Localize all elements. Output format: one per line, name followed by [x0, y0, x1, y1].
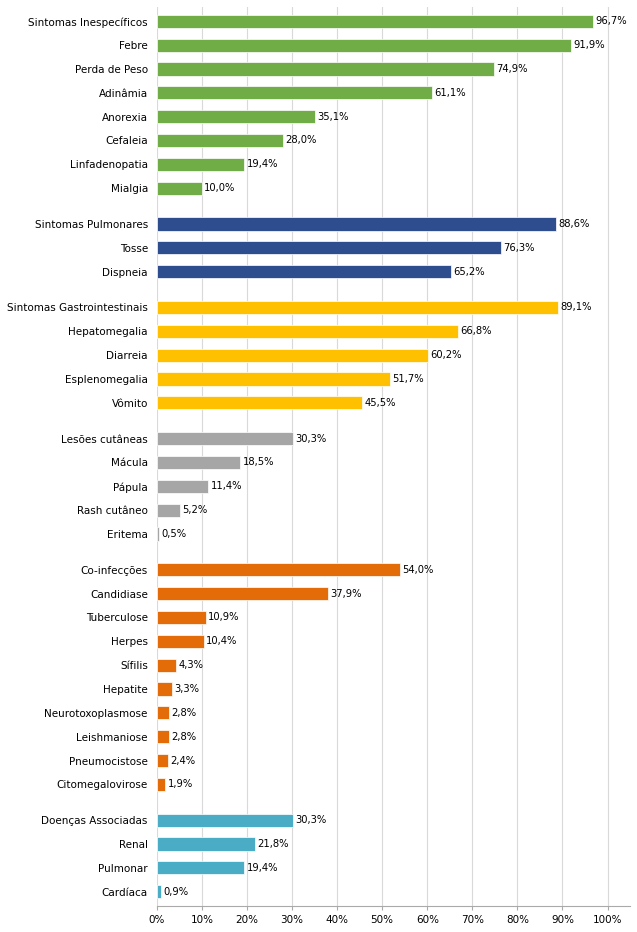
- Bar: [157, 182, 202, 195]
- Bar: [157, 659, 176, 672]
- Bar: [157, 38, 571, 51]
- Text: 65,2%: 65,2%: [453, 267, 485, 277]
- Bar: [157, 432, 294, 445]
- Bar: [157, 87, 433, 100]
- Bar: [157, 480, 208, 493]
- Text: 5,2%: 5,2%: [183, 505, 208, 515]
- Text: 91,9%: 91,9%: [573, 40, 605, 50]
- Bar: [157, 456, 240, 469]
- Bar: [157, 134, 283, 147]
- Text: 76,3%: 76,3%: [503, 243, 534, 253]
- Bar: [157, 610, 206, 624]
- Bar: [157, 754, 168, 767]
- Bar: [157, 861, 244, 874]
- Bar: [157, 265, 451, 279]
- Bar: [157, 528, 159, 541]
- Text: 19,4%: 19,4%: [247, 159, 278, 170]
- Text: 88,6%: 88,6%: [559, 219, 590, 229]
- Bar: [157, 814, 294, 827]
- Bar: [157, 778, 166, 791]
- Bar: [157, 158, 244, 171]
- Text: 30,3%: 30,3%: [296, 816, 327, 825]
- Text: 0,9%: 0,9%: [163, 886, 189, 897]
- Bar: [157, 838, 255, 851]
- Text: 54,0%: 54,0%: [403, 565, 434, 575]
- Text: 2,8%: 2,8%: [172, 732, 197, 742]
- Bar: [157, 15, 592, 28]
- Bar: [157, 349, 428, 362]
- Text: 19,4%: 19,4%: [247, 863, 278, 873]
- Bar: [157, 635, 204, 648]
- Text: 60,2%: 60,2%: [431, 350, 462, 360]
- Text: 89,1%: 89,1%: [561, 302, 592, 312]
- Text: 45,5%: 45,5%: [364, 398, 396, 408]
- Bar: [157, 682, 172, 695]
- Text: 1,9%: 1,9%: [168, 779, 193, 789]
- Text: 0,5%: 0,5%: [161, 529, 187, 539]
- Bar: [157, 396, 362, 409]
- Text: 10,9%: 10,9%: [208, 612, 240, 623]
- Bar: [157, 706, 169, 720]
- Text: 3,3%: 3,3%: [174, 684, 199, 694]
- Text: 30,3%: 30,3%: [296, 433, 327, 444]
- Text: 37,9%: 37,9%: [330, 589, 361, 598]
- Text: 11,4%: 11,4%: [210, 481, 242, 491]
- Bar: [157, 563, 400, 576]
- Text: 2,8%: 2,8%: [172, 708, 197, 718]
- Text: 28,0%: 28,0%: [285, 135, 317, 145]
- Bar: [157, 373, 390, 386]
- Bar: [157, 62, 494, 75]
- Text: 10,0%: 10,0%: [204, 184, 236, 193]
- Text: 35,1%: 35,1%: [317, 112, 349, 122]
- Bar: [157, 217, 556, 230]
- Text: 61,1%: 61,1%: [434, 88, 466, 98]
- Bar: [157, 885, 161, 898]
- Text: 51,7%: 51,7%: [392, 374, 424, 384]
- Bar: [157, 587, 327, 600]
- Bar: [157, 301, 559, 314]
- Bar: [157, 110, 315, 123]
- Bar: [157, 324, 458, 337]
- Text: 66,8%: 66,8%: [460, 326, 492, 336]
- Bar: [157, 730, 169, 743]
- Text: 10,4%: 10,4%: [206, 637, 238, 646]
- Text: 2,4%: 2,4%: [170, 756, 195, 765]
- Text: 96,7%: 96,7%: [595, 16, 627, 26]
- Text: 74,9%: 74,9%: [497, 64, 528, 74]
- Bar: [157, 503, 180, 516]
- Text: 21,8%: 21,8%: [257, 839, 289, 849]
- Text: 4,3%: 4,3%: [178, 660, 203, 670]
- Text: 18,5%: 18,5%: [243, 458, 274, 468]
- Bar: [157, 241, 501, 254]
